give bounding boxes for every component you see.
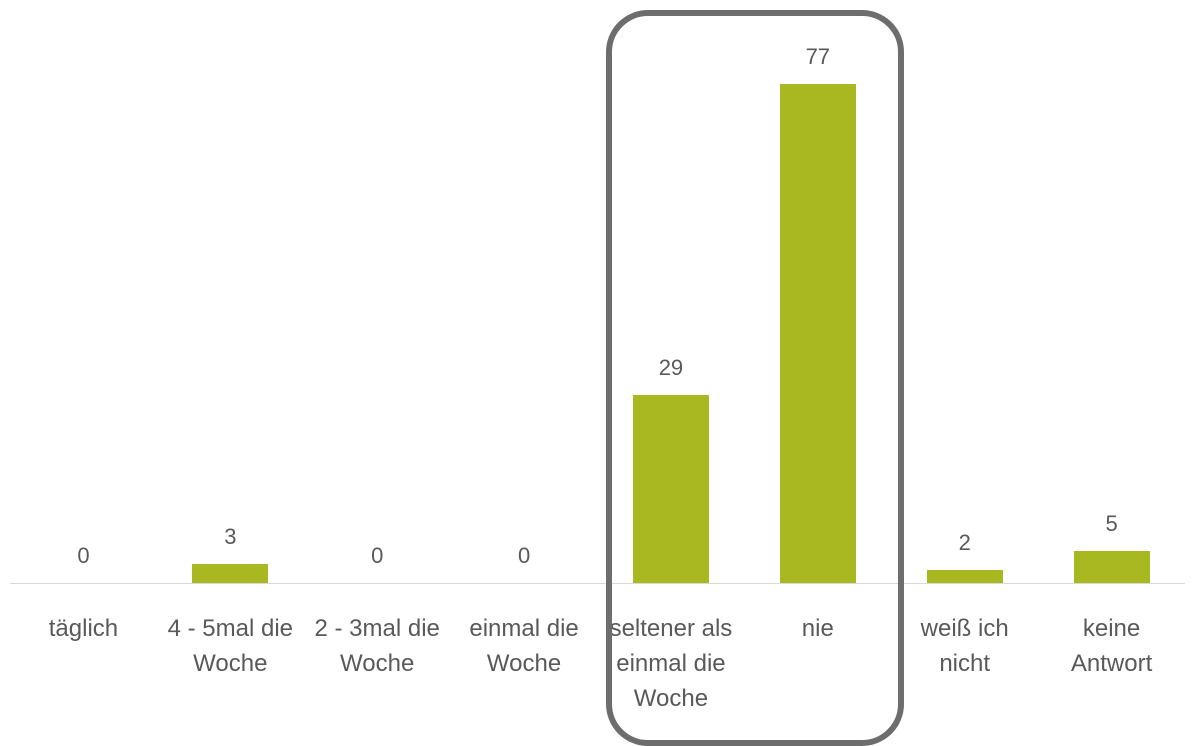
data-label: 77 [805, 44, 831, 69]
data-label: 0 [371, 543, 384, 568]
axis-line [10, 583, 1185, 584]
data-label: 3 [224, 523, 237, 549]
data-label: 0 [517, 543, 531, 568]
bar [632, 395, 709, 583]
x-tick-label: seltener als einmal die Woche [609, 615, 733, 712]
x-tick-label: 2 - 3mal die Woche [314, 615, 440, 677]
highlight-box [606, 10, 904, 746]
data-label: 0 [77, 543, 90, 568]
x-tick-label: täglich [48, 615, 119, 642]
data-label: 5 [1105, 510, 1118, 536]
x-tick-label: 4 - 5mal die Woche [167, 615, 293, 677]
bar [779, 84, 856, 583]
data-label: 29 [658, 355, 684, 381]
bar [1073, 550, 1150, 583]
x-tick-label: nie [801, 615, 834, 642]
bar [926, 570, 1003, 583]
x-tick-label: weiß ich nicht [920, 615, 1009, 677]
x-tick-label: keine Antwort [1070, 615, 1153, 677]
bar [192, 563, 269, 583]
x-tick-label: einmal die Woche [469, 615, 579, 677]
data-label: 2 [958, 530, 971, 556]
